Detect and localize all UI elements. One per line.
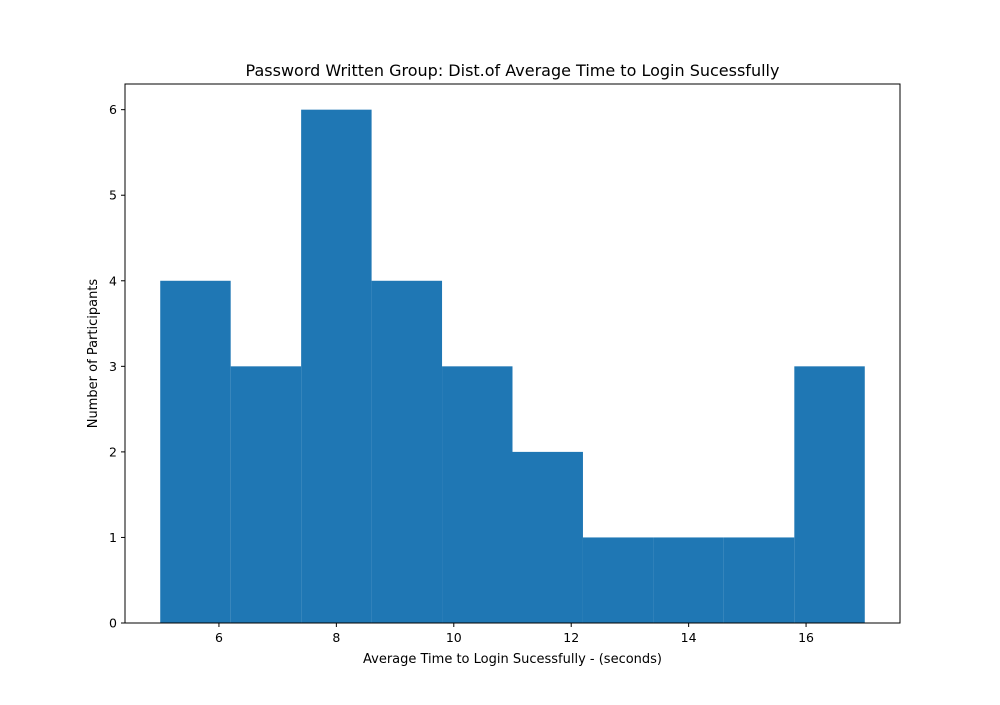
bars-layer	[160, 109, 865, 623]
x-tick-label: 14	[681, 630, 697, 645]
y-axis-label: Number of Participants	[86, 279, 101, 429]
x-tick-label: 8	[332, 630, 340, 645]
histogram-bar	[371, 280, 443, 623]
histogram-bar	[653, 537, 724, 623]
x-axis-label: Average Time to Login Sucessfully - (sec…	[363, 652, 662, 667]
x-axis-ticks: 6 8 10 12 14 16	[215, 623, 814, 645]
x-tick-label: 10	[446, 630, 462, 645]
histogram-bar	[512, 451, 583, 623]
histogram-bar	[230, 366, 302, 623]
x-tick-label: 16	[798, 630, 814, 645]
y-tick-label: 5	[109, 188, 117, 203]
histogram-bar	[794, 366, 865, 623]
axes-frame	[124, 83, 901, 624]
y-tick-label: 4	[109, 273, 117, 288]
histogram-bar	[160, 280, 231, 623]
chart-title: Password Written Group: Dist.of Average …	[246, 61, 780, 80]
y-axis-ticks: 0 1 2 3 4 5 6	[109, 102, 125, 631]
y-tick-label: 1	[109, 530, 117, 545]
y-tick-label: 3	[109, 359, 117, 374]
y-tick-label: 0	[109, 616, 117, 631]
x-tick-label: 12	[563, 630, 579, 645]
histogram-bar	[442, 366, 513, 623]
y-tick-label: 6	[109, 102, 117, 117]
x-tick-label: 6	[215, 630, 223, 645]
histogram-bar	[723, 537, 795, 623]
histogram-bar	[301, 109, 372, 623]
histogram-bar	[582, 537, 654, 623]
y-tick-label: 2	[109, 444, 117, 459]
